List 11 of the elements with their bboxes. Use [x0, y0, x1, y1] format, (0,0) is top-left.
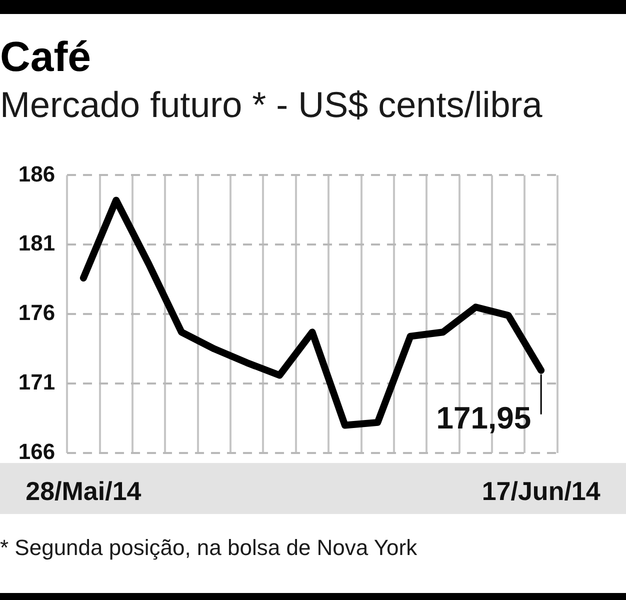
data-label: 171,95	[436, 400, 532, 436]
y-tick-label: 186	[18, 161, 56, 186]
chart-subtitle: Mercado futuro * - US$ cents/libra	[0, 84, 542, 125]
x-tick-label: 17/Jun/14	[482, 476, 601, 506]
y-tick-label: 176	[18, 300, 56, 326]
y-tick-label: 181	[18, 230, 56, 256]
chart-title: Café	[0, 33, 92, 80]
x-tick-label: 28/Mai/14	[26, 476, 142, 506]
y-tick-label: 171	[18, 370, 56, 395]
text: * Segunda posição, na bolsa de Nova York	[0, 534, 418, 562]
y-tick-label: 166	[18, 439, 56, 464]
